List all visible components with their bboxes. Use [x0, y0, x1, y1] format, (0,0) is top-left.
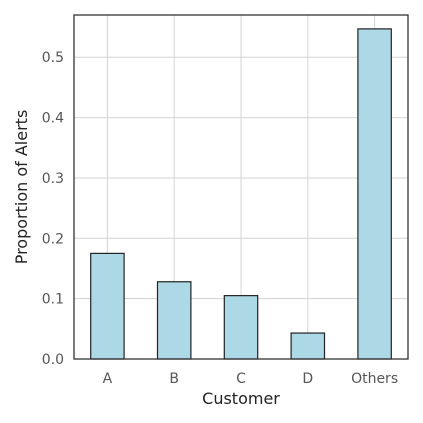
x-axis-label: Customer — [202, 389, 280, 408]
y-axis-label: Proportion of Alerts — [12, 110, 31, 265]
bar-c — [223, 295, 259, 360]
y-tick-label: 0.1 — [42, 292, 64, 308]
y-tick-label: 0.5 — [42, 50, 64, 66]
x-tick-labels: A B C D Others — [103, 371, 399, 387]
plot-frame — [73, 14, 409, 360]
bars — [90, 28, 392, 360]
x-tick-label: C — [236, 371, 246, 387]
bar-a — [90, 252, 125, 360]
x-tick-label: B — [169, 371, 179, 387]
x-tick-label: D — [302, 371, 313, 387]
bar-others — [357, 28, 392, 360]
y-tick-label: 0.0 — [42, 352, 64, 368]
x-tick-label: A — [103, 371, 113, 387]
y-tick-labels: 0.0 0.1 0.2 0.3 0.4 0.5 — [42, 50, 64, 368]
y-tick-label: 0.4 — [42, 111, 64, 127]
bar-d — [290, 332, 326, 360]
bar-b — [156, 281, 192, 360]
y-tick-label: 0.2 — [42, 231, 64, 247]
y-tick-label: 0.3 — [42, 171, 64, 187]
x-tick-label: Others — [351, 371, 398, 387]
